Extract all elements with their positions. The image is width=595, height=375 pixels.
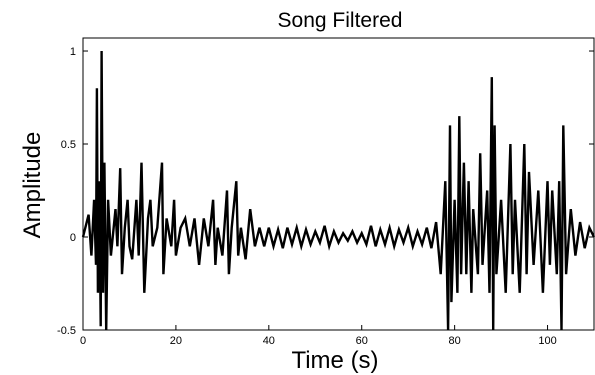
- chart-title: Song Filtered: [278, 9, 403, 32]
- x-tick-label: 0: [80, 335, 86, 347]
- plot-frame: [82, 37, 595, 331]
- y-axis-label: Amplitude: [19, 132, 46, 239]
- x-axis-label: Time (s): [291, 347, 378, 374]
- y-tick-label: 0.5: [61, 139, 76, 151]
- y-tick-label: -0.5: [57, 325, 76, 337]
- x-tick-label: 60: [356, 335, 368, 347]
- series-layer: [81, 50, 595, 331]
- x-tick-label: 40: [263, 335, 275, 347]
- y-axis-ticks: -0.5 0 0.5 1: [57, 46, 594, 337]
- x-tick-label: 100: [538, 335, 556, 347]
- y-tick-label: 0: [70, 232, 76, 244]
- series-line-0: [81, 50, 595, 331]
- x-tick-label: 20: [170, 335, 182, 347]
- x-tick-label: 80: [449, 335, 461, 347]
- x-axis-ticks: 0 20 40 60 80 100: [80, 325, 557, 347]
- y-tick-label: 1: [70, 46, 76, 58]
